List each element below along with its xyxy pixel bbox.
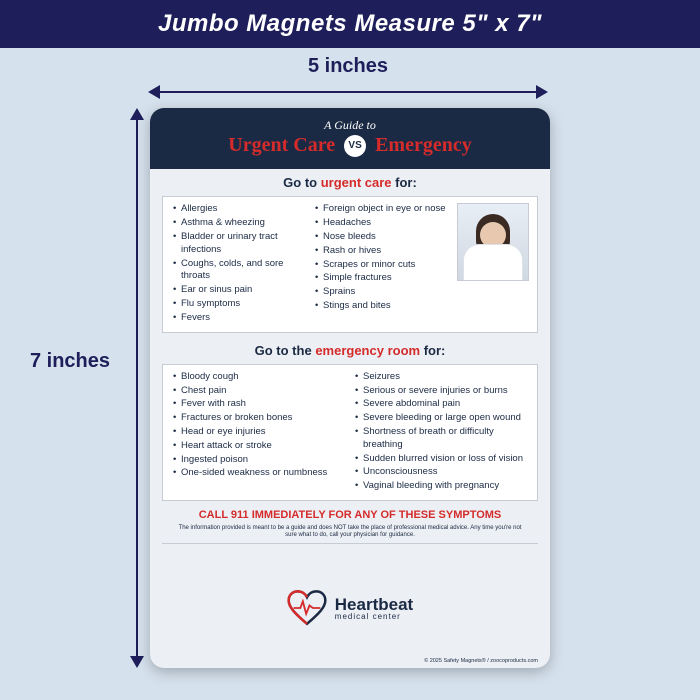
heartbeat-logo-icon (287, 590, 327, 626)
magnet-title: Urgent Care VS Emergency (158, 133, 542, 157)
list-item: Allergies (173, 203, 307, 216)
list-item: Bladder or urinary tract infections (173, 231, 307, 257)
list-item: Heart attack or stroke (173, 440, 347, 453)
list-item: Sudden blurred vision or loss of vision (355, 453, 529, 466)
list-item: Chest pain (173, 385, 347, 398)
list-item: Flu symptoms (173, 298, 307, 311)
list-item: Nose bleeds (315, 231, 449, 244)
brand-text: Heartbeat medical center (335, 596, 413, 621)
urgent-list-box: AllergiesAsthma & wheezingBladder or uri… (162, 196, 538, 332)
urgent-section-title: Go to urgent care for: (150, 169, 550, 194)
list-item: Severe bleeding or large open wound (355, 412, 529, 425)
list-item: Severe abdominal pain (355, 398, 529, 411)
guide-prefix: A Guide to (158, 118, 542, 133)
list-item: Headaches (315, 217, 449, 230)
list-item: Serious or severe injuries or burns (355, 385, 529, 398)
page-header: Jumbo Magnets Measure 5" x 7" (0, 0, 700, 48)
list-item: Fractures or broken bones (173, 412, 347, 425)
disclaimer-text: The information provided is meant to be … (162, 523, 538, 544)
list-item: Stings and bites (315, 300, 449, 313)
magnet-title-bar: A Guide to Urgent Care VS Emergency (150, 108, 550, 169)
list-item: Ear or sinus pain (173, 284, 307, 297)
list-item: Head or eye injuries (173, 426, 347, 439)
list-item: Scrapes or minor cuts (315, 259, 449, 272)
emergency-list-box: Bloody coughChest painFever with rashFra… (162, 364, 538, 501)
list-item: Asthma & wheezing (173, 217, 307, 230)
list-item: Ingested poison (173, 454, 347, 467)
call-911-text: CALL 911 IMMEDIATELY FOR ANY OF THESE SY… (150, 505, 550, 523)
urgent-col-1: AllergiesAsthma & wheezingBladder or uri… (173, 203, 307, 325)
copyright-text: © 2025 Safety Magnets® / zoocoproducts.c… (424, 658, 538, 664)
list-item: Unconsciousness (355, 466, 529, 479)
title-urgent-care: Urgent Care (228, 134, 335, 156)
list-item: Bloody cough (173, 371, 347, 384)
list-item: One-sided weakness or numbness (173, 467, 347, 480)
list-item: Fevers (173, 312, 307, 325)
list-item: Coughs, colds, and sore throats (173, 258, 307, 284)
list-item: Sprains (315, 286, 449, 299)
magnet-footer: Heartbeat medical center © 2025 Safety M… (150, 544, 550, 668)
emergency-col-1: Bloody coughChest painFever with rashFra… (173, 371, 347, 494)
list-item: Seizures (355, 371, 529, 384)
emergency-col-2: SeizuresSerious or severe injuries or bu… (355, 371, 529, 494)
list-item: Shortness of breath or difficulty breath… (355, 426, 529, 452)
medical-staff-photo (457, 203, 529, 281)
list-item: Vaginal bleeding with pregnancy (355, 480, 529, 493)
magnet-card: A Guide to Urgent Care VS Emergency Go t… (150, 108, 550, 668)
list-item: Rash or hives (315, 245, 449, 258)
list-item: Simple fractures (315, 272, 449, 285)
brand-name: Heartbeat (335, 596, 413, 613)
dimension-width-label: 5 inches (148, 55, 548, 78)
dimension-width-arrow (148, 85, 548, 99)
dimension-height-label: 7 inches (10, 350, 130, 373)
vs-badge: VS (344, 135, 366, 157)
brand-subtitle: medical center (335, 613, 413, 621)
urgent-col-2: Foreign object in eye or noseHeadachesNo… (315, 203, 449, 325)
list-item: Foreign object in eye or nose (315, 203, 449, 216)
title-emergency: Emergency (375, 134, 472, 156)
dimension-height-arrow (130, 108, 144, 668)
emergency-section-title: Go to the emergency room for: (150, 337, 550, 362)
list-item: Fever with rash (173, 398, 347, 411)
